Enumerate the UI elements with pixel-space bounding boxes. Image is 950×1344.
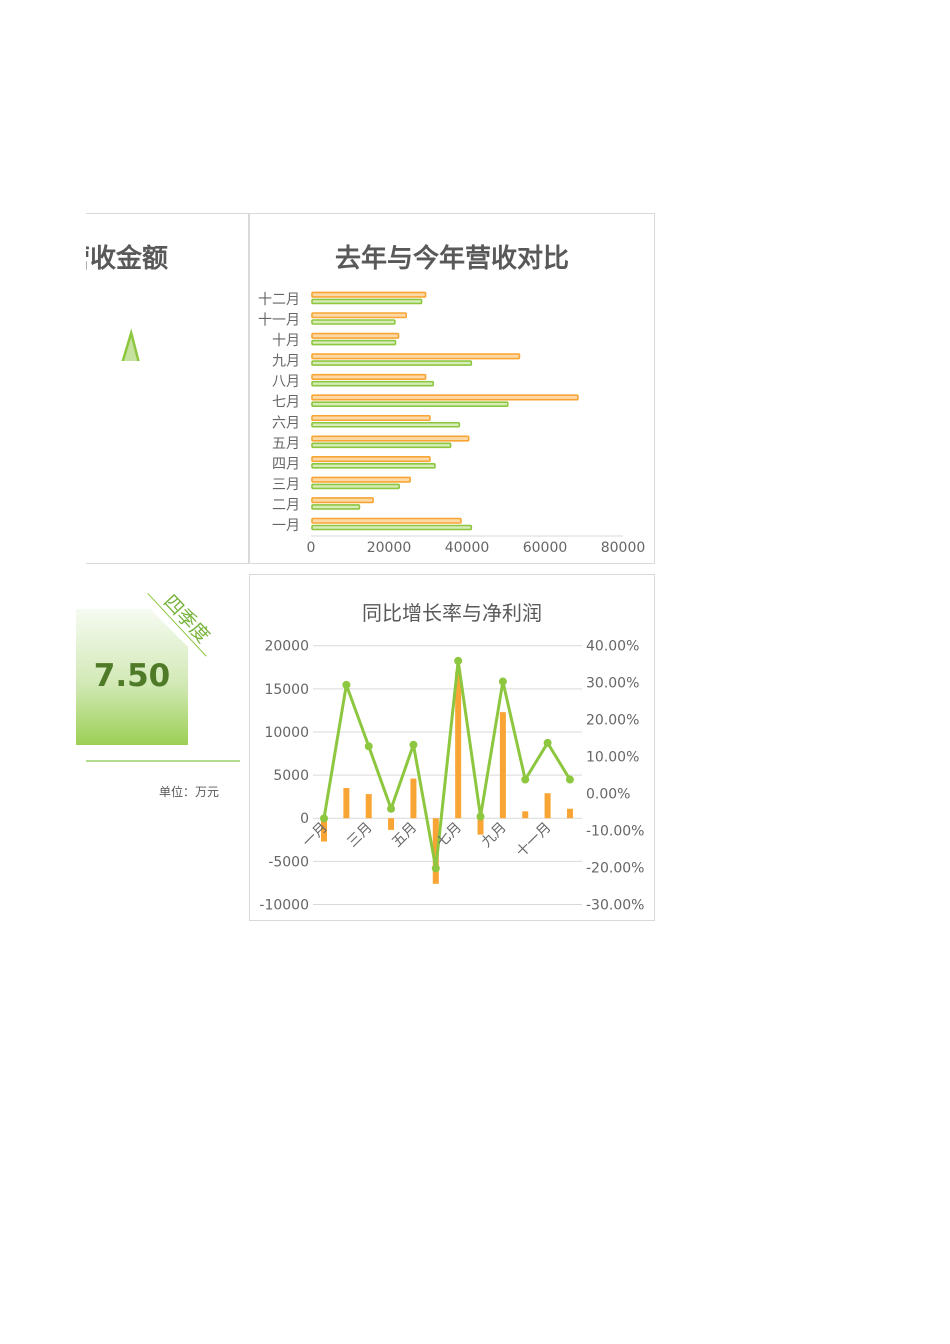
bar-category-label: 五月 bbox=[272, 436, 300, 452]
combo-left-tick-label: 5000 bbox=[273, 768, 309, 784]
bar-chart: 一月 二月 三月 四月 五月 六月 七月 八月 九月 十月 十一月 十二月 0 20000 40000 600… bbox=[258, 291, 646, 556]
combo-bar bbox=[499, 712, 506, 819]
combo-right-tick-label: 20.00% bbox=[586, 713, 639, 729]
bar-category-label: 十一月 bbox=[258, 313, 300, 329]
combo-bar bbox=[544, 793, 551, 819]
kpi-value: 7.50 bbox=[93, 658, 171, 694]
bar-category-label: 十二月 bbox=[258, 292, 300, 308]
combo-left-tick-label: -10000 bbox=[259, 898, 309, 914]
combo-x-tick-label: 三月 bbox=[344, 820, 375, 851]
combo-right-tick-label: 10.00% bbox=[586, 750, 639, 766]
bar-series-1 bbox=[311, 291, 427, 298]
bar-series-1 bbox=[311, 517, 462, 524]
bar-series-1 bbox=[311, 456, 431, 463]
yoy-revenue-panel: 去年与今年营收对比 bbox=[249, 213, 655, 564]
combo-left-tick-label: 0 bbox=[300, 811, 309, 827]
combo-bar bbox=[365, 794, 372, 819]
bar-category-label: 十月 bbox=[272, 333, 300, 349]
unit-label: 单位：万元 bbox=[159, 785, 220, 799]
bar-category-label: 九月 bbox=[272, 354, 300, 370]
bar-series-1 bbox=[311, 497, 374, 504]
bar-category-label: 二月 bbox=[272, 497, 300, 513]
bar-series-2 bbox=[311, 483, 400, 490]
combo-line-point bbox=[454, 656, 463, 665]
combo-left-tick-label: -5000 bbox=[268, 854, 309, 870]
bar-series-1 bbox=[311, 435, 470, 442]
combo-x-tick-label: 十一月 bbox=[513, 820, 554, 861]
bar-category-label: 三月 bbox=[272, 477, 300, 493]
combo-right-tick-label: 40.00% bbox=[586, 639, 639, 655]
combo-right-tick-label: -10.00% bbox=[586, 824, 644, 840]
combo-line-point bbox=[565, 775, 574, 784]
combo-bar bbox=[477, 818, 484, 835]
bar-series-2 bbox=[311, 339, 397, 346]
bar-series-1 bbox=[311, 353, 521, 360]
combo-left-tick-label: 20000 bbox=[264, 639, 309, 655]
combo-line-point bbox=[409, 740, 418, 749]
combo-line-point bbox=[521, 775, 530, 784]
combo-bar bbox=[343, 788, 350, 819]
combo-right-tick-label: -20.00% bbox=[586, 861, 644, 877]
bar-series-1 bbox=[311, 373, 427, 380]
combo-right-tick-label: -30.00% bbox=[586, 898, 644, 914]
bar-category-label: 四月 bbox=[272, 456, 300, 472]
bar-series-2 bbox=[311, 360, 473, 366]
bar-category-label: 一月 bbox=[272, 518, 300, 534]
bar-category-label: 七月 bbox=[272, 395, 300, 411]
bar-series-2 bbox=[311, 298, 423, 305]
combo-line-point bbox=[364, 742, 373, 751]
bar-chart-title: 去年与今年营收对比 bbox=[334, 244, 569, 274]
combo-bar bbox=[388, 818, 395, 830]
combo-line-point bbox=[431, 864, 440, 873]
area-chart-title: 营收金额 bbox=[86, 244, 169, 274]
bar-category-label: 六月 bbox=[272, 415, 300, 431]
combo-left-tick-label: 15000 bbox=[264, 682, 309, 698]
bar-series-1 bbox=[311, 414, 431, 422]
bar-series-2 bbox=[311, 319, 396, 325]
bar-series-1 bbox=[311, 332, 400, 339]
combo-line-point bbox=[320, 814, 328, 823]
combo-bar bbox=[455, 671, 462, 819]
bar-series-1 bbox=[311, 312, 407, 319]
bar-series-2 bbox=[311, 504, 361, 510]
combo-chart-title: 同比增长率与净利润 bbox=[362, 601, 542, 625]
bar-series-2 bbox=[311, 463, 436, 469]
combo-bar bbox=[410, 778, 417, 819]
combo-left-tick-label: 10000 bbox=[264, 725, 309, 741]
combo-line-point bbox=[342, 680, 351, 689]
bar-x-tick-label: 80000 bbox=[601, 540, 646, 556]
combo-line-point bbox=[387, 804, 396, 813]
growth-profit-panel: 同比增长率与净利润 bbox=[249, 574, 655, 921]
bar-series-2 bbox=[311, 421, 461, 428]
bar-series-2 bbox=[311, 442, 452, 449]
kpi-card bbox=[76, 609, 188, 745]
bar-x-tick-label: 60000 bbox=[523, 540, 568, 556]
combo-right-tick-label: 0.00% bbox=[586, 787, 630, 803]
kpi-divider bbox=[86, 760, 240, 762]
combo-chart: 20000 15000 10000 5000 0 -5000 -10000 40.00% 30.… bbox=[259, 639, 644, 914]
bar-series-2 bbox=[311, 401, 509, 408]
combo-line-point bbox=[498, 677, 507, 686]
combo-bar bbox=[321, 818, 327, 842]
bar-series-1 bbox=[311, 394, 579, 401]
bar-x-tick-label: 0 bbox=[307, 540, 316, 556]
bar-series-2 bbox=[311, 524, 473, 531]
area-series-2 bbox=[122, 332, 139, 361]
combo-bar bbox=[522, 811, 529, 819]
combo-bar bbox=[432, 818, 439, 884]
bar-series-1 bbox=[311, 476, 412, 483]
combo-line-point bbox=[543, 738, 552, 747]
bar-category-label: 八月 bbox=[272, 374, 300, 390]
combo-bar bbox=[566, 808, 573, 819]
combo-line bbox=[322, 659, 572, 870]
combo-line-point bbox=[476, 812, 485, 821]
combo-right-tick-label: 30.00% bbox=[586, 676, 639, 692]
bar-x-tick-label: 40000 bbox=[445, 540, 490, 556]
bar-series-2 bbox=[311, 380, 435, 387]
bar-x-tick-label: 20000 bbox=[367, 540, 412, 556]
